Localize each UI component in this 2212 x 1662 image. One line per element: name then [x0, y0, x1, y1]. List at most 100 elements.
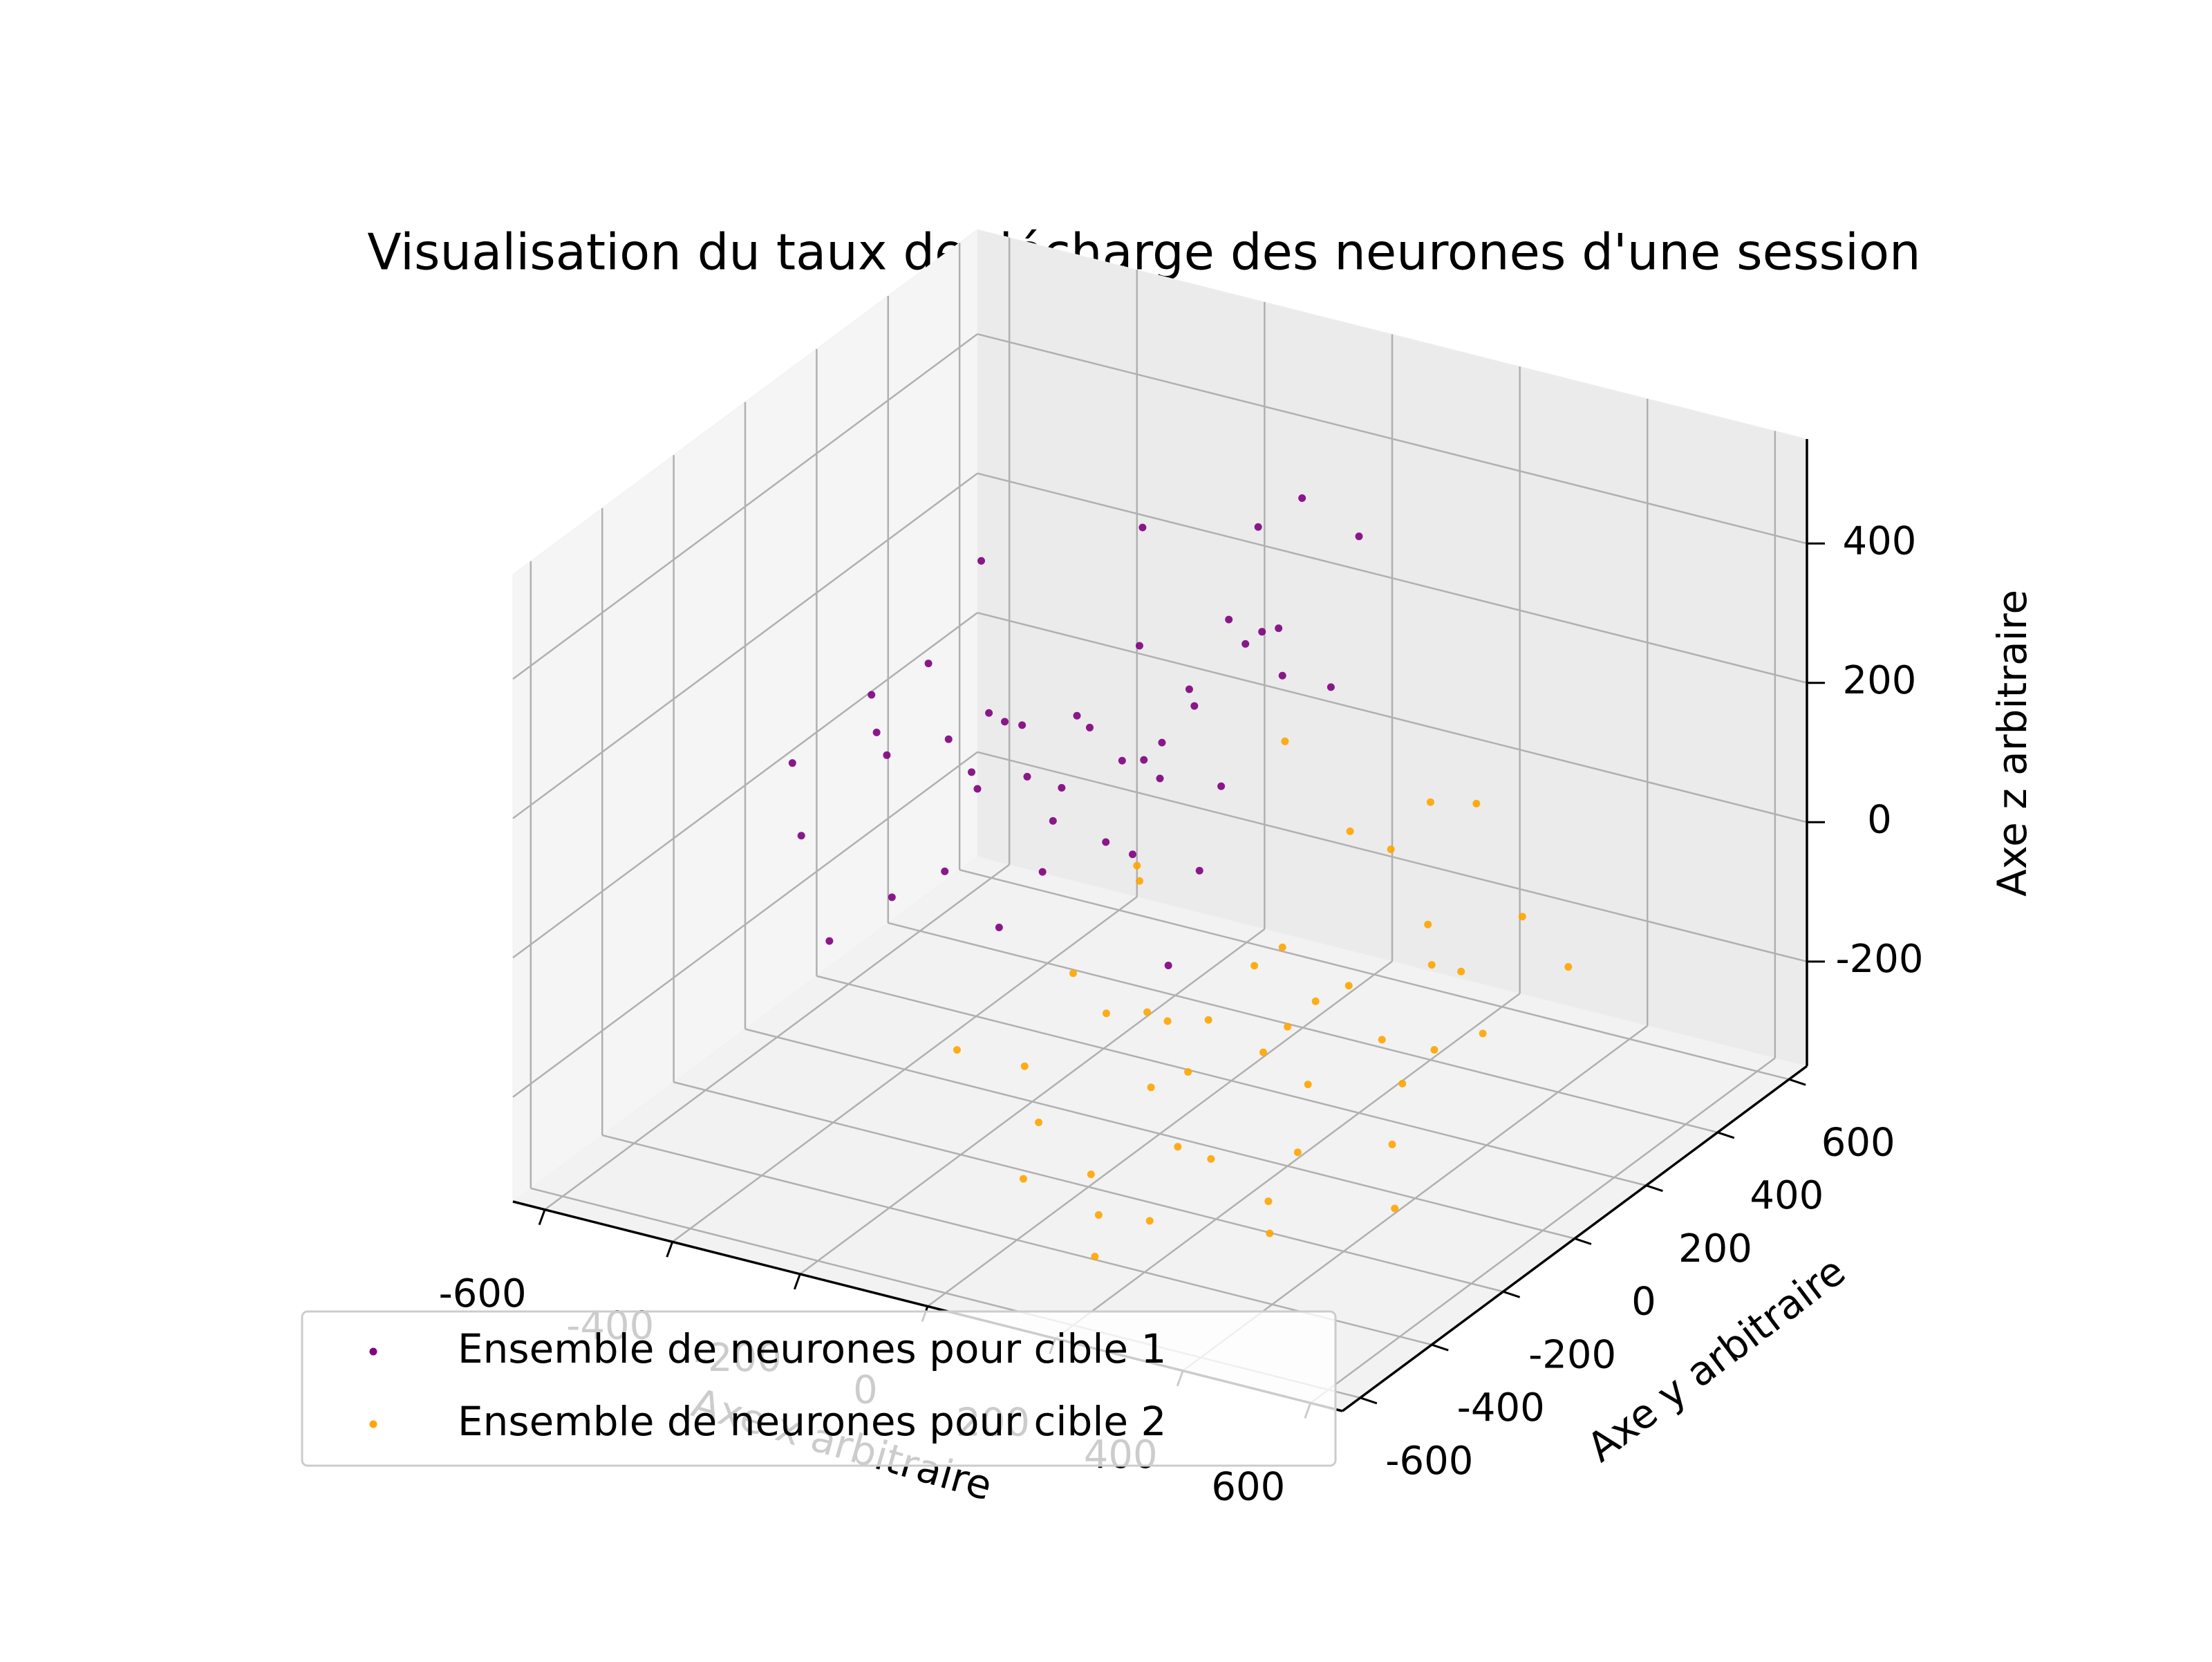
legend-box	[301, 1310, 1337, 1467]
point	[1259, 1048, 1268, 1056]
point	[1564, 963, 1573, 971]
grid-line	[977, 333, 1808, 545]
grid-line	[512, 751, 978, 1098]
y-tick-label: -200	[1528, 1332, 1616, 1377]
point	[1019, 1175, 1027, 1183]
legend: Ensemble de neurones pour cible 1 Ensembl…	[301, 1310, 1337, 1467]
point	[1190, 702, 1199, 710]
point	[1391, 1204, 1399, 1213]
point	[1281, 737, 1289, 745]
point	[1293, 1148, 1302, 1157]
point	[1164, 961, 1172, 969]
point	[1128, 850, 1136, 859]
point	[1135, 877, 1143, 885]
y-tick-label: 400	[1750, 1173, 1824, 1218]
grid-line	[512, 333, 978, 680]
legend-label: Ensemble de neurones pour cible 1	[458, 1325, 1166, 1372]
point	[1278, 943, 1286, 951]
grid-line	[601, 1134, 1432, 1346]
point	[944, 735, 953, 743]
point	[1158, 738, 1166, 747]
z-tick-label: 0	[1867, 797, 1892, 842]
tick-mark	[1431, 1343, 1449, 1352]
tick-mark	[1360, 1397, 1378, 1405]
point	[1424, 920, 1432, 928]
y-axis-line	[1341, 1065, 1808, 1412]
legend-marker	[369, 1420, 377, 1428]
point	[985, 709, 993, 717]
point	[1038, 868, 1047, 876]
point	[888, 893, 896, 902]
point	[1147, 1083, 1155, 1092]
grid-line	[673, 1081, 1503, 1293]
point	[1102, 838, 1110, 846]
point	[1140, 756, 1148, 764]
tick-mark	[1645, 1184, 1663, 1193]
point	[1135, 642, 1143, 650]
point	[1225, 615, 1233, 624]
point	[1457, 967, 1465, 975]
point	[1264, 1197, 1273, 1206]
point	[825, 937, 834, 945]
point	[1091, 1252, 1099, 1260]
legend-label: Ensemble de neurones pour cible 2	[458, 1398, 1166, 1445]
tick-mark	[793, 1273, 801, 1290]
point	[1298, 494, 1306, 502]
grid-line	[977, 751, 1808, 963]
point	[1304, 1081, 1312, 1089]
point	[1250, 962, 1259, 970]
point	[1398, 1079, 1407, 1087]
point	[1185, 685, 1193, 693]
point	[1311, 997, 1320, 1005]
point	[1258, 628, 1266, 636]
point	[872, 728, 881, 736]
point	[868, 691, 876, 699]
tick-mark	[538, 1209, 546, 1226]
grid-line	[977, 472, 1808, 684]
point	[1195, 866, 1203, 875]
point	[1254, 523, 1262, 531]
x-tick-label: -600	[439, 1271, 527, 1316]
point	[1378, 1036, 1386, 1044]
point	[1207, 1155, 1215, 1163]
point	[1241, 639, 1250, 648]
point	[797, 832, 805, 840]
point	[995, 923, 1003, 931]
point	[1472, 799, 1481, 807]
grid-line	[512, 472, 978, 819]
point	[1085, 723, 1094, 731]
legend-marker	[369, 1347, 377, 1356]
point	[1184, 1068, 1192, 1076]
z-axis-label: Axe z arbitraire	[1989, 590, 2036, 897]
point	[1020, 1062, 1029, 1070]
point	[1023, 772, 1031, 781]
point	[973, 785, 982, 793]
y-tick-label: 600	[1821, 1120, 1895, 1165]
point	[1001, 718, 1009, 726]
point	[1145, 1217, 1154, 1225]
point	[1284, 1023, 1292, 1031]
y-axis-label: Axe y arbitraire	[1578, 1247, 1854, 1471]
point	[1163, 1017, 1172, 1025]
point	[1102, 1009, 1110, 1018]
point	[1138, 523, 1147, 532]
point	[1049, 816, 1057, 825]
point	[1430, 1046, 1438, 1054]
tick-mark	[1788, 1078, 1806, 1086]
point	[1018, 721, 1027, 729]
point	[788, 759, 796, 767]
point	[1275, 624, 1283, 633]
point	[1094, 1211, 1103, 1219]
y-tick-label: 200	[1678, 1226, 1752, 1271]
grid-line	[888, 922, 1718, 1134]
point	[924, 660, 932, 668]
tick-mark	[666, 1241, 674, 1258]
grid-line	[512, 612, 978, 959]
point	[941, 867, 949, 875]
point	[1133, 861, 1141, 870]
point	[1174, 1143, 1182, 1151]
point	[1204, 1016, 1212, 1024]
point	[977, 557, 986, 565]
grid-line	[816, 975, 1647, 1186]
